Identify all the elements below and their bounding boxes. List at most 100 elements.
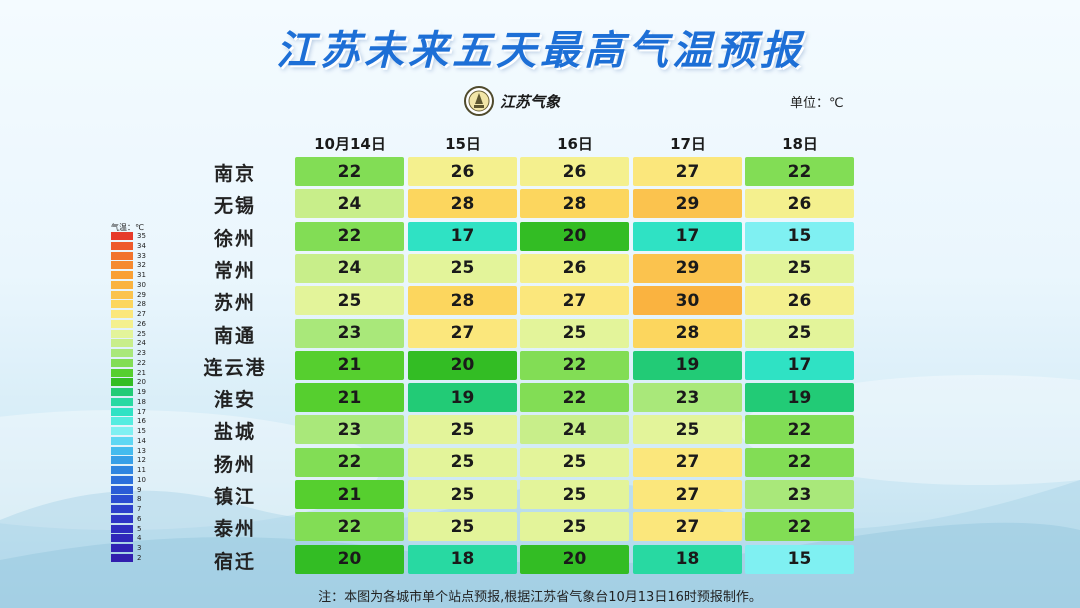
legend-swatch (111, 417, 133, 426)
legend-label: 10 (137, 475, 146, 484)
city-label: 南京 (213, 163, 256, 185)
legend-swatch (111, 436, 133, 445)
legend-swatch (111, 397, 133, 406)
city-label: 淮安 (213, 389, 256, 412)
temperature-cell: 26 (745, 189, 854, 219)
legend-swatch (111, 349, 133, 357)
temperature-cell: 27 (408, 318, 517, 348)
temperature-cell: 25 (408, 447, 517, 477)
city-label: 泰州 (213, 518, 256, 541)
legend-swatch (111, 485, 133, 494)
temperature-cell: 28 (408, 189, 517, 219)
temperature-cell: 27 (633, 447, 742, 477)
temperature-cell: 20 (520, 544, 629, 574)
temperature-cell: 19 (408, 383, 517, 413)
temperature-cell: 27 (520, 286, 629, 316)
legend-label: 3 (137, 544, 142, 552)
legend-swatch (111, 378, 133, 387)
city-label: 宿迁 (213, 550, 256, 573)
legend-swatch (111, 407, 133, 416)
temperature-cell: 23 (295, 318, 404, 348)
temperature-cell: 25 (295, 286, 404, 316)
legend-swatch (111, 319, 133, 328)
legend-swatch (111, 495, 133, 504)
legend-swatch (111, 505, 133, 513)
legend-swatch (111, 329, 133, 338)
temperature-cell: 29 (633, 253, 742, 283)
temperature-cell: 25 (633, 415, 742, 445)
legend-label: 16 (137, 417, 146, 426)
legend-label: 5 (137, 524, 142, 533)
temperature-cell: 24 (520, 415, 629, 445)
column-header: 18日 (782, 135, 818, 153)
temperature-cell: 19 (633, 350, 742, 380)
legend-label: 24 (137, 339, 146, 348)
temperature-cell: 22 (520, 350, 629, 380)
temperature-cell: 22 (295, 221, 404, 251)
legend-label: 25 (137, 329, 146, 338)
city-label: 苏州 (213, 292, 256, 315)
temperature-cell: 22 (745, 447, 854, 477)
temperature-cell: 25 (520, 480, 629, 509)
city-label: 镇江 (213, 486, 256, 508)
legend-swatch (111, 456, 133, 465)
temperature-cell: 26 (520, 157, 629, 186)
legend-swatch (111, 232, 133, 240)
temperature-cell: 25 (520, 447, 629, 477)
legend-swatch (111, 388, 133, 396)
temperature-cell: 19 (745, 383, 854, 413)
legend-swatch (111, 553, 133, 562)
legend-swatch (111, 280, 133, 289)
legend-label: 8 (137, 495, 142, 504)
legend-label: 6 (137, 514, 142, 523)
legend-label: 34 (137, 241, 146, 250)
temperature-cell: 22 (745, 512, 854, 542)
temperature-cell: 27 (633, 157, 742, 186)
temperature-cell: 17 (408, 221, 517, 251)
column-header: 15日 (445, 135, 481, 153)
city-label: 徐州 (213, 227, 256, 250)
legend-label: 13 (137, 446, 146, 455)
temperature-cell: 25 (520, 318, 629, 348)
temperature-cell: 20 (520, 221, 629, 251)
temperature-cell: 23 (745, 480, 854, 509)
city-label: 扬州 (213, 453, 256, 476)
city-label: 盐城 (213, 421, 256, 444)
legend-label: 19 (137, 388, 146, 396)
legend-swatch (111, 544, 133, 552)
legend-label: 7 (137, 505, 142, 513)
legend-swatch (111, 300, 133, 309)
legend-label: 20 (137, 378, 146, 387)
legend-label: 11 (137, 466, 146, 474)
city-label: 无锡 (213, 195, 256, 218)
page-title: 江苏未来五天最高气温预报 (276, 28, 804, 74)
temperature-cell: 17 (633, 221, 742, 251)
temperature-cell: 24 (295, 189, 404, 219)
legend-swatch (111, 475, 133, 484)
legend-label: 35 (137, 232, 146, 240)
legend-label: 12 (137, 456, 146, 465)
column-header: 16日 (557, 135, 593, 153)
legend-swatch (111, 251, 133, 260)
temperature-cell: 25 (745, 318, 854, 348)
temperature-cell: 20 (408, 350, 517, 380)
temperature-cell: 22 (295, 157, 404, 186)
temperature-cell: 27 (633, 512, 742, 542)
temperature-cell: 15 (745, 544, 854, 574)
legend-swatch (111, 534, 133, 543)
temperature-cell: 22 (745, 157, 854, 186)
legend-label: 18 (137, 397, 146, 406)
legend-swatch (111, 427, 133, 435)
temperature-cell: 21 (295, 350, 404, 380)
legend-swatch (111, 358, 133, 367)
legend-swatch (111, 446, 133, 455)
temperature-cell: 21 (295, 480, 404, 509)
legend-label: 31 (137, 271, 146, 279)
temperature-cell: 22 (295, 447, 404, 477)
logo: 江苏气象 (464, 84, 560, 118)
temperature-cell: 26 (745, 286, 854, 316)
temperature-cell: 22 (745, 415, 854, 445)
temperature-cell: 30 (633, 286, 742, 316)
temperature-cell: 25 (408, 253, 517, 283)
temperature-cell: 26 (520, 253, 629, 283)
